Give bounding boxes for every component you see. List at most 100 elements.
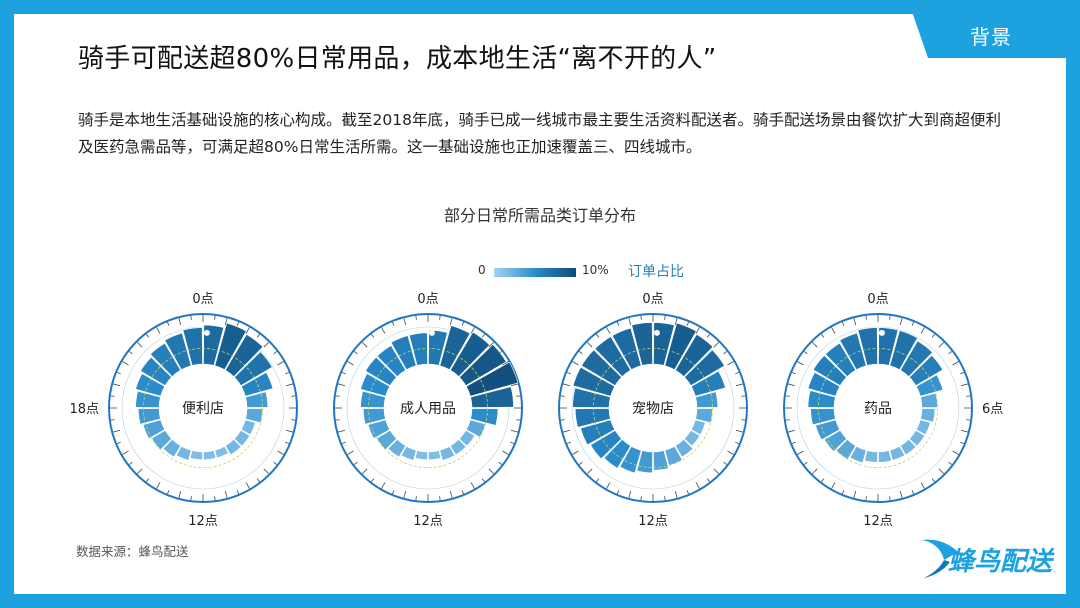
- clock-tick: [178, 490, 182, 498]
- clock-tick: [797, 450, 804, 455]
- outer-ring: [108, 313, 298, 503]
- category-label: 药品: [864, 401, 892, 417]
- clock-tick: [146, 478, 150, 483]
- clock-tick: [245, 482, 250, 489]
- hour-segment-18: [135, 390, 161, 408]
- hour-segment-2: [674, 333, 714, 377]
- clock-tick: [706, 478, 710, 483]
- clock-tick: [285, 372, 290, 375]
- clock-tick: [371, 478, 375, 483]
- clock-tick: [640, 315, 642, 320]
- clock-tick: [889, 496, 891, 501]
- clock-tick: [628, 318, 632, 326]
- hour-segment-9: [674, 439, 694, 458]
- hour-segment-1: [439, 325, 471, 371]
- hour-segment-13: [849, 445, 867, 464]
- corner-tab: [908, 0, 1080, 58]
- start-marker: [203, 329, 210, 336]
- clock-tick: [920, 327, 925, 334]
- clock-tick: [628, 490, 632, 498]
- clock-tick: [586, 341, 593, 348]
- hour-segment-14: [387, 439, 407, 458]
- clock-tick: [214, 315, 216, 320]
- hour-segment-20: [581, 349, 622, 387]
- hour-label-bottom: 12点: [188, 514, 218, 529]
- clock-tick: [392, 490, 395, 495]
- clock-tick: [596, 333, 600, 338]
- clock-tick: [960, 441, 965, 444]
- clock-tick: [938, 468, 945, 475]
- clock-tick: [136, 468, 143, 475]
- clock-tick: [572, 361, 579, 366]
- category-label: 宠物店: [632, 401, 674, 417]
- hour-segment-2: [449, 331, 491, 377]
- clock-tick: [952, 361, 959, 366]
- clock-tick: [578, 351, 583, 355]
- hour-segment-5: [695, 391, 719, 408]
- hour-segment-13: [400, 445, 417, 461]
- hour-segment-23: [631, 322, 653, 366]
- clock-tick: [560, 419, 565, 421]
- hour-segment-1: [664, 322, 697, 371]
- hour-label-right: 6点: [982, 402, 1003, 417]
- clock-tick: [797, 361, 804, 366]
- reference-ring: [818, 347, 939, 468]
- hour-segment-2: [899, 340, 933, 377]
- clock-tick: [128, 461, 133, 465]
- hour-segment-18: [360, 390, 386, 408]
- inner-ring: [571, 326, 735, 490]
- clock-tick: [578, 461, 583, 465]
- hour-segment-7: [240, 419, 256, 436]
- section-tab-label: 背景: [970, 25, 1012, 49]
- clock-tick: [167, 490, 170, 495]
- clock-tick: [449, 490, 453, 498]
- clock-tick: [516, 395, 521, 397]
- hour-segment-5: [920, 392, 938, 408]
- hour-label-bottom: 12点: [863, 514, 893, 529]
- clock-tick: [461, 490, 464, 495]
- clock-tick: [291, 395, 296, 397]
- hour-segment-3: [684, 349, 725, 387]
- clock-tick: [178, 318, 182, 326]
- hour-segment-12: [189, 450, 203, 461]
- clock-tick: [122, 361, 129, 366]
- hour-label-top: 0点: [642, 292, 663, 307]
- clock-tick: [735, 441, 740, 444]
- clock-tick: [785, 395, 790, 397]
- hour-segment-3: [909, 354, 944, 387]
- hour-segment-20: [812, 354, 847, 387]
- clock-tick: [791, 372, 796, 375]
- clock-tick: [190, 315, 192, 320]
- hour-segment-12: [864, 450, 878, 463]
- clock-tick: [803, 461, 808, 465]
- clock-tick: [361, 341, 368, 348]
- clock-tick: [341, 441, 346, 444]
- clock-tick: [273, 461, 278, 465]
- start-marker: [428, 329, 435, 336]
- hour-segment-22: [390, 335, 417, 371]
- outer-ring: [333, 313, 523, 503]
- clock-tick: [392, 321, 395, 326]
- hour-segment-0: [428, 329, 448, 366]
- hour-segment-14: [162, 439, 182, 458]
- clock-tick: [831, 327, 836, 334]
- clock-tick: [686, 490, 689, 495]
- clock-tick: [664, 496, 666, 501]
- clock-tick: [713, 341, 720, 348]
- clock-tick: [190, 496, 192, 501]
- hour-segment-6: [920, 408, 936, 423]
- page-title: 骑手可配送超80%日常用品，成本地生活“离不开的人”: [78, 44, 717, 74]
- hour-segment-18: [807, 390, 836, 408]
- clock-tick: [481, 333, 485, 338]
- hour-segment-16: [580, 419, 616, 446]
- hour-segment-1: [889, 330, 918, 371]
- hour-label-top: 0点: [192, 292, 213, 307]
- clock-tick: [735, 429, 743, 433]
- clock-tick: [156, 327, 161, 334]
- start-marker: [878, 329, 885, 336]
- clock-tick: [566, 441, 571, 444]
- clock-tick: [285, 429, 293, 433]
- clock-tick: [560, 395, 565, 397]
- clock-tick: [811, 468, 818, 475]
- clock-tick: [277, 361, 284, 366]
